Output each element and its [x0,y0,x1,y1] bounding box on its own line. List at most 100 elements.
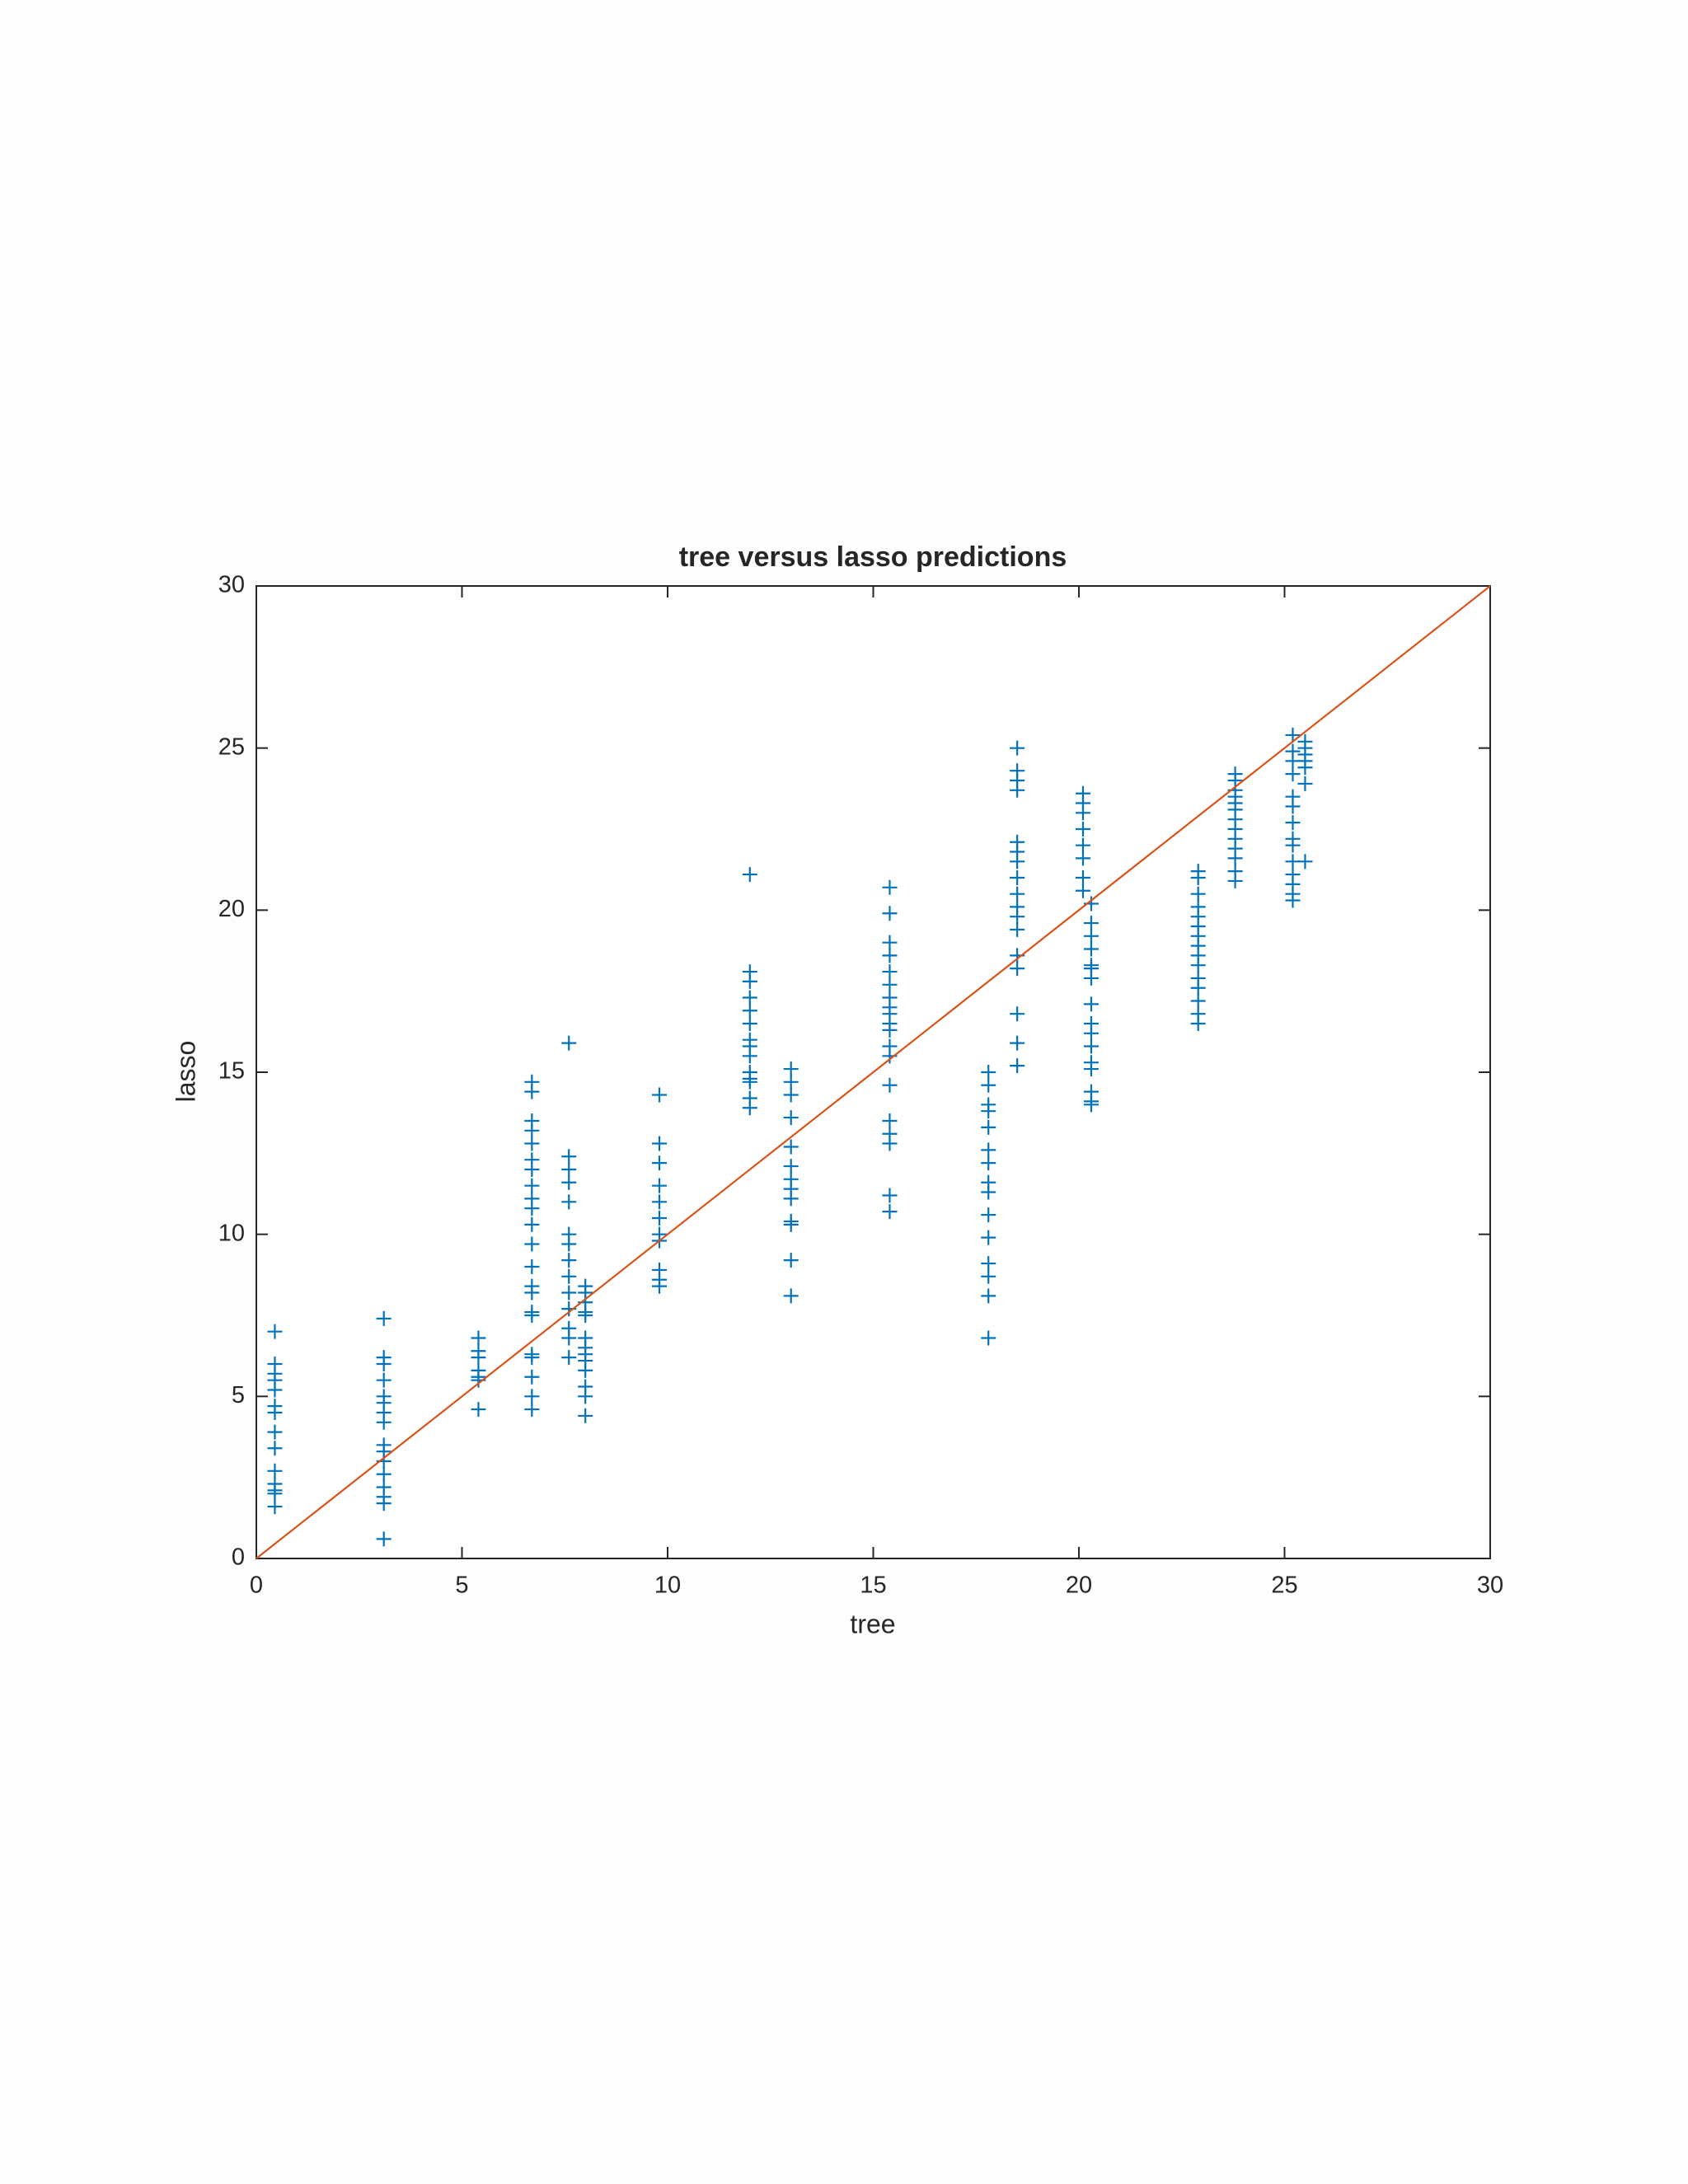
marker [376,1357,392,1371]
marker [652,1087,668,1103]
marker [1010,1058,1025,1074]
marker [742,1074,757,1090]
marker [524,1178,540,1193]
marker [376,1466,392,1482]
marker [524,1162,540,1177]
marker [1010,921,1025,937]
marker [1190,1016,1206,1031]
x-tick-label: 25 [1271,1572,1297,1599]
x-tick-label: 30 [1477,1572,1503,1599]
marker [1227,851,1243,866]
y-axis-label: lasso [171,1041,200,1103]
marker [742,1048,757,1064]
marker [524,1136,540,1151]
marker [471,1402,486,1418]
marker [783,1087,799,1103]
marker [783,1074,799,1090]
y-tick-label: 15 [218,1058,245,1085]
x-tick-label: 15 [860,1572,886,1599]
marker [561,1253,577,1268]
y-tick-label: 30 [218,572,245,598]
marker [1083,1038,1099,1054]
marker [1083,1025,1099,1041]
marker [524,1259,540,1274]
marker [376,1310,392,1326]
marker [1075,870,1090,885]
marker [524,1084,540,1099]
marker [652,1178,668,1193]
marker [1010,854,1025,869]
marker [1285,837,1301,853]
marker [267,1424,283,1440]
marker [561,1162,577,1177]
marker [742,867,757,883]
marker [652,1136,668,1151]
marker [783,1062,799,1077]
marker [1010,870,1025,885]
marker [1190,958,1206,973]
marker [1075,805,1090,821]
marker [981,1288,996,1304]
marker [561,1149,577,1165]
chart-title: tree versus lasso predictions [679,541,1067,573]
marker [1010,961,1025,977]
marker [524,1308,540,1323]
marker [1083,916,1099,931]
marker [524,1236,540,1252]
marker [981,1184,996,1200]
y-tick-label: 20 [218,896,245,922]
marker [1083,996,1099,1012]
marker [1190,886,1206,902]
marker [561,1236,577,1252]
marker [1190,980,1206,996]
marker [1010,1035,1025,1051]
marker [524,1285,540,1301]
marker [376,1496,392,1511]
marker [578,1408,593,1423]
marker [1297,776,1313,791]
marker [561,1285,577,1301]
marker [1285,893,1301,908]
marker [742,1100,757,1116]
marker [783,1139,799,1155]
marker [578,1308,593,1323]
marker [742,990,757,1005]
y-tick-label: 10 [218,1220,245,1246]
marker [471,1330,486,1346]
marker [267,1499,283,1515]
marker [1010,740,1025,756]
marker [742,1016,757,1031]
marker [981,1230,996,1245]
marker [524,1201,540,1216]
marker [267,1405,283,1420]
marker [783,1191,799,1207]
marker [1285,815,1301,831]
marker [981,1065,996,1080]
marker [981,1077,996,1093]
y-tick-label: 25 [218,733,245,760]
x-tick-label: 10 [654,1572,681,1599]
marker [561,1268,577,1284]
marker [376,1372,392,1388]
marker [981,1268,996,1284]
marker [1297,760,1313,776]
x-tick-label: 5 [455,1572,468,1599]
marker [1083,1062,1099,1077]
marker [652,1211,668,1226]
marker [267,1441,283,1456]
marker [1075,851,1090,866]
marker [267,1324,283,1339]
marker [524,1389,540,1404]
marker [981,1119,996,1135]
marker [267,1486,283,1502]
marker [524,1369,540,1385]
marker [981,1256,996,1272]
marker [882,906,898,921]
marker [882,1204,898,1220]
marker [561,1350,577,1366]
marker [561,1035,577,1051]
x-axis-label: tree [850,1609,895,1638]
marker [742,973,757,989]
